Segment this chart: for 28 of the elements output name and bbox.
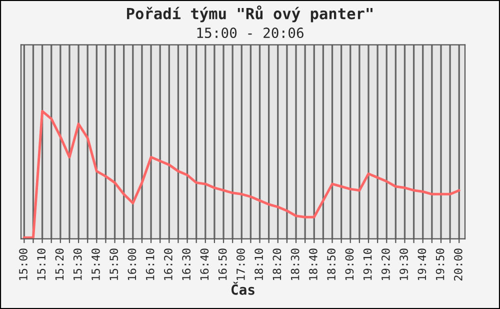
x-tick-label: 17:00 — [236, 248, 245, 280]
x-tick-label: 16:00 — [128, 248, 136, 280]
chart-subtitle: 15:00 - 20:06 — [197, 28, 304, 38]
x-tick-label: 18:20 — [272, 248, 282, 280]
x-tick-label: 15:10 — [37, 248, 46, 280]
x-tick-label: 15:30 — [73, 248, 82, 280]
x-tick-label: 15:50 — [110, 248, 118, 280]
x-tick-label: 18:10 — [254, 248, 264, 280]
x-tick-label: 19:20 — [381, 248, 390, 280]
x-tick-label: 15:00 — [19, 248, 28, 280]
x-tick-label: 16:30 — [182, 248, 191, 280]
x-tick-label: 16:50 — [218, 248, 227, 280]
x-tick-label: 15:40 — [92, 248, 100, 280]
x-tick-label: 16:20 — [164, 248, 172, 280]
x-tick-label: 19:00 — [345, 248, 354, 280]
x-axis-title: Čas — [231, 282, 254, 295]
x-tick-label: 19:50 — [436, 248, 444, 280]
x-tick-label: 16:10 — [146, 248, 154, 280]
x-tick-label: 19:10 — [363, 248, 372, 280]
x-tick-label: 16:40 — [200, 248, 209, 280]
x-tick-label: 19:30 — [400, 248, 408, 280]
x-tick-label: 18:50 — [327, 248, 336, 280]
x-tick-label: 15:20 — [55, 248, 64, 280]
x-tick-label: 19:40 — [418, 248, 426, 280]
chart-title: Pořadí týmu "Rů ový panter" — [127, 6, 372, 22]
x-tick-label: 18:40 — [308, 248, 318, 280]
x-tick-label: 18:30 — [290, 248, 300, 280]
x-tick-label: 20:00 — [454, 248, 462, 281]
